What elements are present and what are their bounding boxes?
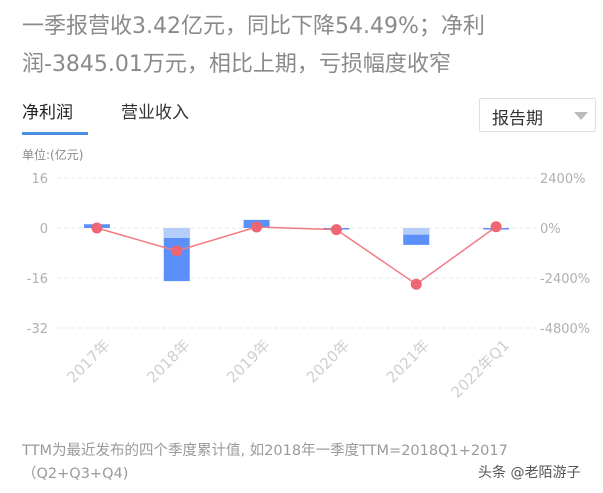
x-tick-label: 2022年Q1 [447,336,512,401]
chevron-down-icon [574,112,588,120]
headline: 一季报营收3.42亿元，同比下降54.49%；净利润-3845.01万元，相比上… [22,14,485,77]
ratio-point [251,221,263,233]
period-select-value: 报告期 [492,109,543,129]
watermark: 头条 @老陌游子 [478,465,581,481]
x-tick-label: 2019年 [223,336,273,386]
ratio-point [171,245,183,257]
footnote: TTM为最近发布的四个季度累计值, 如2018年一季度TTM=2018Q1+20… [22,443,508,482]
period-select[interactable]: 报告期 [479,98,596,132]
active-tab-indicator [22,132,88,135]
unit-label: 单位:(亿元) [22,148,84,162]
right-tick-label: -4800% [540,322,590,337]
ratio-point [490,221,502,233]
x-tick-label: 2021年 [383,336,433,386]
tab-revenue-label: 营业收入 [121,103,189,123]
left-tick-label: -16 [27,272,48,287]
left-tick-label: 16 [31,172,48,187]
x-tick-label: 2017年 [63,336,113,386]
bar-highlight [163,228,190,238]
ratio-point [410,278,422,290]
ratio-point [91,222,103,234]
right-tick-label: -2400% [540,272,590,287]
ratio-point [330,224,342,236]
ratio-line [96,226,497,286]
left-tick-label: 0 [40,222,48,237]
combo-chart: 16 2400% 0 0% -16 -2400% -32 -4800% 2017年 2018年 20… [27,172,590,402]
left-tick-label: -32 [27,322,48,337]
x-tick-label: 2018年 [143,336,193,386]
x-tick-label: 2020年 [303,336,353,386]
right-tick-label: 2400% [540,172,585,187]
bar-highlight [403,228,430,235]
right-tick-label: 0% [540,222,561,237]
tab-revenue[interactable]: 营业收入 [121,98,189,123]
tab-net-profit[interactable]: 净利润 [22,98,88,135]
tab-net-profit-label: 净利润 [22,103,73,123]
